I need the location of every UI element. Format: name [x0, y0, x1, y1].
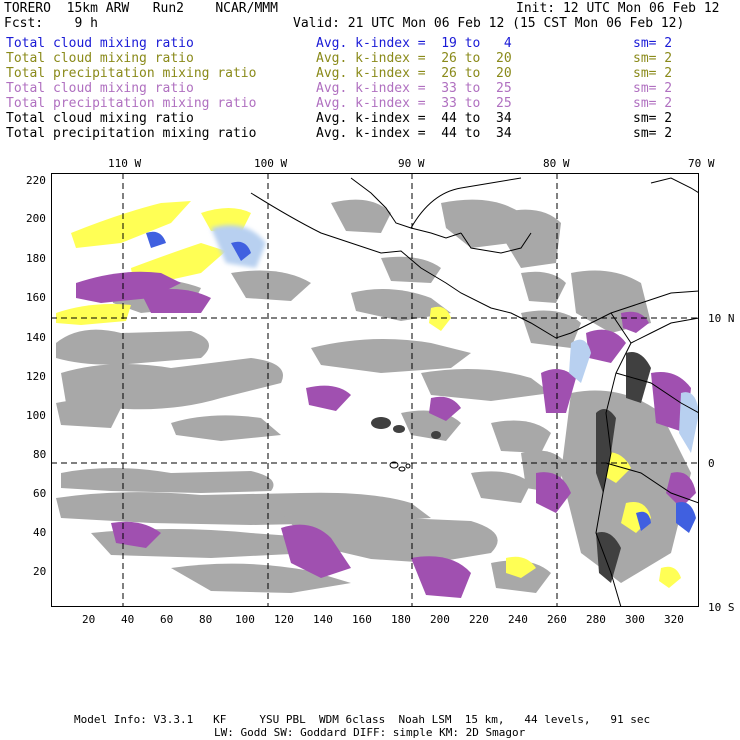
x-tick: 100: [235, 613, 255, 626]
legend-label: Total cloud mixing ratio: [6, 36, 194, 51]
legend-sm: sm= 2: [633, 51, 673, 66]
legend-label: Total precipitation mixing ratio: [6, 126, 257, 141]
legend-sm: sm= 2: [633, 111, 673, 126]
lon-label-100w: 100 W: [254, 157, 288, 170]
legend-sm: sm= 2: [633, 126, 673, 141]
x-tick: 180: [391, 613, 411, 626]
coastlines: [250, 177, 699, 607]
galapagos-islands: [389, 461, 411, 472]
x-tick: 80: [199, 613, 213, 626]
x-tick: 260: [547, 613, 567, 626]
x-tick: 40: [121, 613, 135, 626]
map-frame: [51, 173, 699, 607]
init-time: Init: 12 UTC Mon 06 Feb 12: [516, 1, 720, 16]
legend-kindex: Avg. k-index = 44 to 34: [316, 126, 512, 141]
lon-label-80w: 80 W: [543, 157, 570, 170]
gray-cloud-field: [56, 199, 691, 593]
forecast-hour: Fcst: 9 h: [4, 16, 98, 31]
lat-lon-grid: [51, 173, 699, 607]
blue-cloud-field: [146, 225, 699, 533]
y-tick: 80: [33, 448, 47, 461]
legend-kindex: Avg. k-index = 19 to 4: [316, 36, 512, 51]
x-tick: 160: [352, 613, 372, 626]
x-tick: 60: [160, 613, 174, 626]
y-tick: 120: [26, 370, 46, 383]
legend-sm: sm= 2: [633, 81, 673, 96]
x-tick: 240: [508, 613, 528, 626]
x-tick: 200: [430, 613, 450, 626]
physics-info: LW: Godd SW: Goddard DIFF: simple KM: 2D…: [214, 726, 526, 739]
legend-label: Total precipitation mixing ratio: [6, 66, 257, 81]
lat-label-eq: 0: [708, 457, 715, 470]
x-tick: 320: [664, 613, 684, 626]
y-tick: 40: [33, 526, 47, 539]
x-tick: 220: [469, 613, 489, 626]
legend-label: Total cloud mixing ratio: [6, 111, 194, 126]
legend-kindex: Avg. k-index = 26 to 20: [316, 51, 512, 66]
forecast-map: [51, 173, 699, 607]
purple-cloud-field: [76, 271, 696, 598]
y-tick: 60: [33, 487, 47, 500]
x-tick: 280: [586, 613, 606, 626]
y-tick: 100: [26, 409, 46, 422]
legend-kindex: Avg. k-index = 33 to 25: [316, 96, 512, 111]
legend-kindex: Avg. k-index = 33 to 25: [316, 81, 512, 96]
lon-label-110w: 110 W: [108, 157, 142, 170]
y-tick: 180: [26, 252, 46, 265]
y-tick: 220: [26, 174, 46, 187]
y-tick: 160: [26, 291, 46, 304]
legend-sm: sm= 2: [633, 66, 673, 81]
model-title: TORERO 15km ARW Run2 NCAR/MMM: [4, 1, 278, 16]
y-tick: 140: [26, 331, 46, 344]
y-tick: 20: [33, 565, 47, 578]
lat-label-10s: 10 S: [708, 601, 735, 614]
lon-label-70w: 70 W: [688, 157, 715, 170]
legend-kindex: Avg. k-index = 44 to 34: [316, 111, 512, 126]
valid-time: Valid: 21 UTC Mon 06 Feb 12 (15 CST Mon …: [293, 16, 685, 31]
legend-sm: sm= 2: [633, 96, 673, 111]
legend-label: Total precipitation mixing ratio: [6, 96, 257, 111]
x-tick: 20: [82, 613, 96, 626]
x-tick: 120: [274, 613, 294, 626]
dark-cloud-core: [371, 352, 651, 583]
y-tick: 200: [26, 212, 46, 225]
legend-label: Total cloud mixing ratio: [6, 51, 194, 66]
lat-label-10n: 10 N: [708, 312, 735, 325]
x-tick: 300: [625, 613, 645, 626]
legend-kindex: Avg. k-index = 26 to 20: [316, 66, 512, 81]
legend-sm: sm= 2: [633, 36, 673, 51]
legend-label: Total cloud mixing ratio: [6, 81, 194, 96]
model-info: Model Info: V3.3.1 KF YSU PBL WDM 6class…: [74, 713, 651, 726]
x-tick: 140: [313, 613, 333, 626]
lon-label-90w: 90 W: [398, 157, 425, 170]
